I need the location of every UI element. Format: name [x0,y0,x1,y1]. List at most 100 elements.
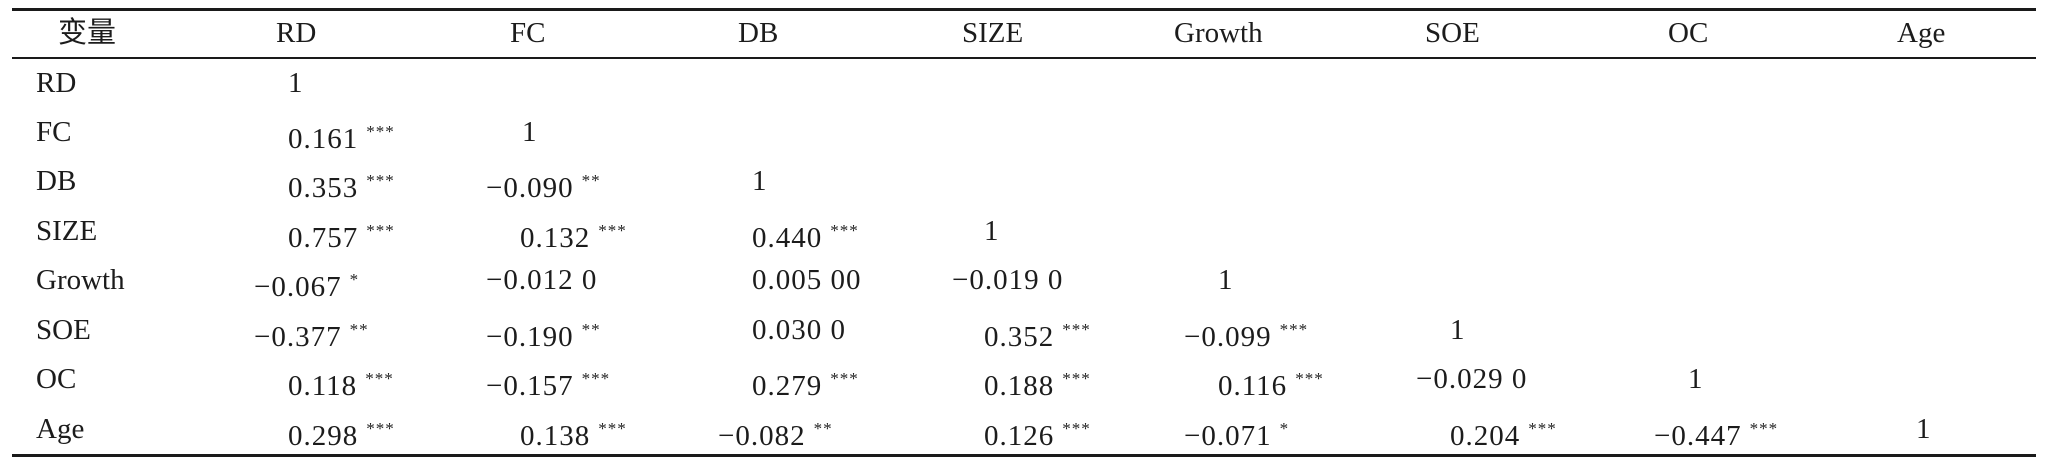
row-label-size: SIZE [36,215,98,247]
column-header-soe: SOE [1425,17,1480,49]
row-label-fc: FC [36,116,72,148]
cell-value: −0.012 0 [486,264,598,296]
cell-value: −0.190 [486,321,574,353]
table-cell: 0.353 *** [288,164,395,205]
column-header-age: Age [1897,17,1946,49]
table-cell: −0.157 *** [486,362,610,403]
row-label-db: DB [36,165,77,197]
table-cell: 0.298 *** [288,412,395,453]
cell-value: −0.082 [718,420,806,452]
significance-stars: *** [1062,419,1091,438]
cell-value: 0.005 00 [752,264,862,296]
column-header-growth: Growth [1174,17,1263,49]
significance-stars: *** [366,171,395,190]
cell-value: 0.126 [984,420,1055,452]
table-cell: 0.116 *** [1218,362,1324,403]
cell-value: 1 [1916,413,1932,445]
table-cell: −0.012 0 [486,263,597,297]
table-cell: −0.090 ** [486,164,601,205]
cell-value: 0.118 [288,370,358,402]
table-cell: −0.019 0 [952,263,1063,297]
column-header-size: SIZE [962,17,1024,49]
significance-stars: *** [830,369,859,388]
cell-value: −0.090 [486,172,574,204]
table-cell: 0.132 *** [520,214,627,255]
cell-value: 1 [1450,314,1466,346]
cell-value: −0.029 0 [1416,363,1528,395]
table-cell: −0.099 *** [1184,313,1308,354]
cell-value: −0.071 [1184,420,1272,452]
table-cell: 0.030 0 [752,313,846,347]
significance-stars: ** [349,320,369,339]
cell-value: 0.353 [288,172,359,204]
cell-value: 0.132 [520,222,591,254]
table-cell: 1 [288,66,304,100]
cell-value: 0.161 [288,123,359,155]
row-label-oc: OC [36,363,77,395]
significance-stars: *** [365,369,394,388]
cell-value: 1 [984,215,1000,247]
cell-value: −0.019 0 [952,264,1064,296]
column-header-rd: RD [276,17,317,49]
table-cell: 1 [984,214,1000,248]
table-bottom-rule [12,454,2036,457]
cell-value: −0.099 [1184,321,1272,353]
table-cell: −0.029 0 [1416,362,1527,396]
cell-value: 0.440 [752,222,823,254]
significance-stars: *** [1062,369,1091,388]
cell-value: 1 [1688,363,1704,395]
table-cell: −0.377 ** [254,313,369,354]
table-cell: 0.352 *** [984,313,1091,354]
table-cell: 0.440 *** [752,214,859,255]
table-cell: 1 [1916,412,1932,446]
column-header-db: DB [738,17,779,49]
table-cell: −0.190 ** [486,313,601,354]
table-cell: −0.071 * [1184,412,1289,453]
cell-value: −0.377 [254,321,342,353]
table-cell: 1 [1450,313,1466,347]
cell-value: 0.188 [984,370,1055,402]
significance-stars: * [1279,419,1290,438]
significance-stars: *** [598,419,627,438]
table-cell: 1 [1688,362,1704,396]
row-label-soe: SOE [36,314,91,346]
cell-value: −0.157 [486,370,574,402]
table-cell: 0.138 *** [520,412,627,453]
cell-value: 0.279 [752,370,823,402]
cell-value: 0.298 [288,420,359,452]
cell-value: 0.030 0 [752,314,846,346]
significance-stars: *** [1062,320,1091,339]
row-label-rd: RD [36,67,77,99]
table-top-rule [12,8,2036,11]
significance-stars: *** [830,221,859,240]
cell-value: 1 [522,116,538,148]
cell-value: −0.447 [1654,420,1742,452]
row-label-growth: Growth [36,264,125,296]
table-cell: 0.126 *** [984,412,1091,453]
cell-value: 1 [288,67,304,99]
table-cell: 0.757 *** [288,214,395,255]
table-cell: 0.118 *** [288,362,394,403]
cell-value: 0.757 [288,222,359,254]
table-cell: −0.067 * [254,263,359,304]
table-cell: 0.188 *** [984,362,1091,403]
significance-stars: * [349,270,360,289]
row-label-age: Age [36,413,85,445]
column-header-fc: FC [510,17,546,49]
table-cell: 0.279 *** [752,362,859,403]
table-header-rule [12,57,2036,59]
significance-stars: ** [581,320,601,339]
cell-value: 0.138 [520,420,591,452]
cell-value: 0.116 [1218,370,1288,402]
corner-header: 变量 [58,17,117,49]
significance-stars: *** [1528,419,1557,438]
significance-stars: *** [366,221,395,240]
table-cell: 0.005 00 [752,263,862,297]
significance-stars: *** [366,419,395,438]
significance-stars: *** [598,221,627,240]
table-cell: 1 [752,164,768,198]
column-header-oc: OC [1668,17,1709,49]
table-cell: −0.447 *** [1654,412,1778,453]
significance-stars: ** [581,171,601,190]
cell-value: −0.067 [254,271,342,303]
